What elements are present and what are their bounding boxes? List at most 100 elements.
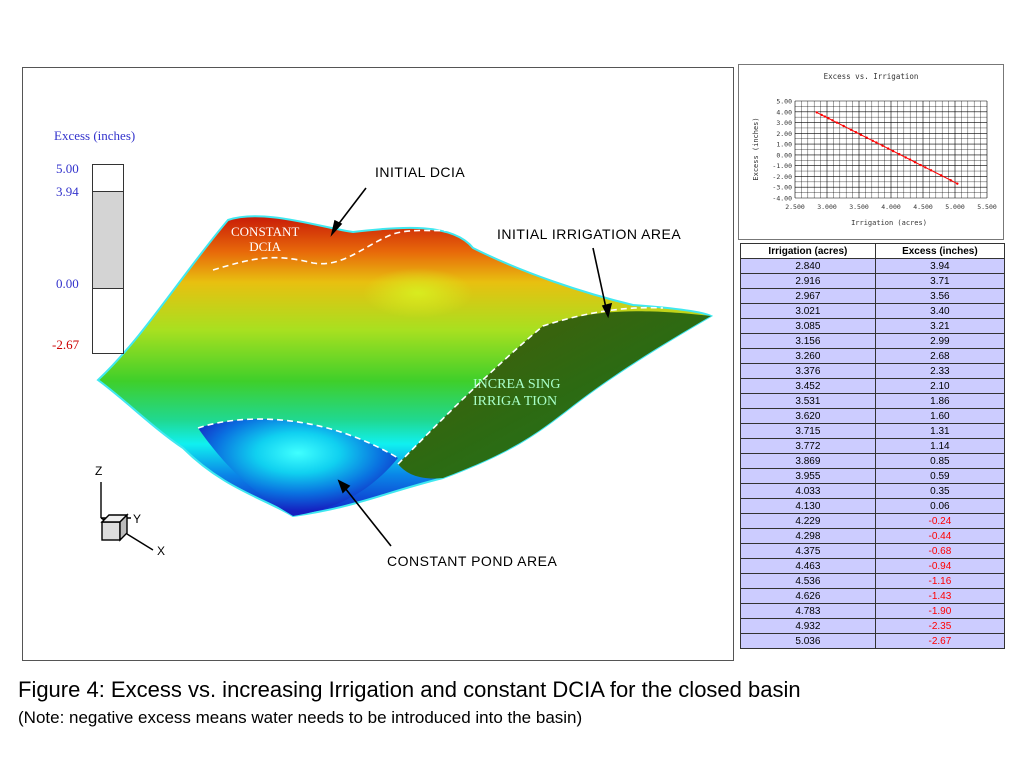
excess-cell: 2.99 bbox=[874, 333, 1006, 349]
initial-dcia-label: INITIAL DCIA bbox=[375, 164, 466, 180]
irrigation-cell: 3.452 bbox=[740, 378, 876, 394]
legend-max-value: 5.00 bbox=[56, 161, 79, 176]
excess-cell: 1.60 bbox=[874, 408, 1006, 424]
irrigation-excess-table: Irrigation (acres) Excess (inches) 2.840… bbox=[740, 243, 1006, 649]
excess-cell: 3.56 bbox=[874, 288, 1006, 304]
irrigation-cell: 2.967 bbox=[740, 288, 876, 304]
axis-x-label: X bbox=[157, 544, 166, 558]
table-row: 2.916 3.71 bbox=[740, 273, 1006, 289]
table-row: 3.869 0.85 bbox=[740, 453, 1006, 469]
surface-plot-panel: Excess (inches) 5.00 3.94 0.00 -2.67 INI… bbox=[22, 67, 734, 661]
mini-data-point bbox=[835, 121, 839, 124]
table-row: 3.620 1.60 bbox=[740, 408, 1006, 424]
mini-data-point bbox=[875, 141, 878, 144]
table-row: 3.715 1.31 bbox=[740, 423, 1006, 439]
excess-cell: -2.35 bbox=[874, 618, 1006, 634]
axis-z-label: Z bbox=[95, 464, 103, 478]
irrigation-cell: 3.260 bbox=[740, 348, 876, 364]
mini-y-tick-label: 1.00 bbox=[776, 141, 792, 149]
mini-data-point bbox=[827, 117, 830, 120]
mini-y-tick-label: -2.00 bbox=[772, 173, 792, 181]
excess-cell: -0.44 bbox=[874, 528, 1006, 544]
mini-data-point bbox=[904, 156, 907, 159]
dcia-boundary bbox=[212, 229, 449, 271]
irrigation-cell: 2.840 bbox=[740, 258, 876, 274]
table-row: 3.531 1.86 bbox=[740, 393, 1006, 409]
table-row: 3.376 2.33 bbox=[740, 363, 1006, 379]
mini-data-point bbox=[820, 113, 823, 117]
excess-cell: 3.94 bbox=[874, 258, 1006, 274]
excess-cell: 2.68 bbox=[874, 348, 1006, 364]
mini-data-point bbox=[854, 131, 858, 134]
constant-dcia-label: CONSTANT DCIA bbox=[231, 224, 299, 254]
increasing-irrigation-line1: INCREA SING bbox=[473, 377, 561, 392]
mini-x-tick-label: 5.000 bbox=[945, 203, 965, 211]
excess-cell: -0.68 bbox=[874, 543, 1006, 559]
excess-cell: 1.86 bbox=[874, 393, 1006, 409]
mini-x-tick-label: 3.500 bbox=[849, 203, 869, 211]
irrigation-cell: 4.033 bbox=[740, 483, 876, 499]
mini-chart-y-ticks: 5.00 4.00 3.00 2.00 1.00 0.00 -1.00 -2.00 -3.00 -… bbox=[772, 98, 792, 203]
mini-chart-title: Excess vs. Irrigation bbox=[824, 72, 919, 81]
irrigation-cell: 3.869 bbox=[740, 453, 876, 469]
mini-chart-series bbox=[815, 111, 959, 185]
irrigation-cell: 3.955 bbox=[740, 468, 876, 484]
mini-y-tick-label: -4.00 bbox=[772, 195, 792, 203]
table-row: 3.021 3.40 bbox=[740, 303, 1006, 319]
mini-data-point bbox=[939, 174, 943, 177]
increasing-irrigation-line2: IRRIGA TION bbox=[473, 394, 558, 409]
excess-cell: 0.06 bbox=[874, 498, 1006, 514]
mini-data-point bbox=[898, 153, 901, 156]
mini-data-point bbox=[891, 149, 895, 153]
legend-title: Excess (inches) bbox=[54, 128, 136, 143]
irrigation-cell: 3.772 bbox=[740, 438, 876, 454]
mini-data-point bbox=[815, 111, 818, 114]
legend-current-line bbox=[93, 190, 123, 192]
mini-x-tick-label: 2.500 bbox=[785, 203, 805, 211]
mini-line-chart: Excess vs. Irrigation 5.00 4.00 3.00 2.00 1.… bbox=[752, 72, 997, 227]
excess-cell: 3.40 bbox=[874, 303, 1006, 319]
irrigation-cell: 2.916 bbox=[740, 273, 876, 289]
constant-pond-arrow bbox=[337, 479, 392, 547]
table-header-irrigation: Irrigation (acres) bbox=[740, 243, 876, 259]
mini-data-point bbox=[831, 119, 834, 122]
irrigation-cell: 3.531 bbox=[740, 393, 876, 409]
table-row: 5.036 -2.67 bbox=[740, 633, 1006, 649]
mini-data-point bbox=[924, 166, 927, 169]
table-row: 3.260 2.68 bbox=[740, 348, 1006, 364]
mini-data-point bbox=[842, 124, 845, 128]
table-row: 4.463 -0.94 bbox=[740, 558, 1006, 574]
figure-note: (Note: negative excess means water needs… bbox=[18, 708, 583, 727]
table-row: 4.536 -1.16 bbox=[740, 573, 1006, 589]
table-row: 4.932 -2.35 bbox=[740, 618, 1006, 634]
mini-chart-xlabel: Irrigation (acres) bbox=[851, 219, 927, 227]
table-row: 3.955 0.59 bbox=[740, 468, 1006, 484]
table-row: 3.452 2.10 bbox=[740, 378, 1006, 394]
mini-x-tick-label: 4.000 bbox=[881, 203, 901, 211]
initial-dcia-arrow bbox=[330, 187, 367, 237]
excess-cell: 1.31 bbox=[874, 423, 1006, 439]
excess-cell: -1.90 bbox=[874, 603, 1006, 619]
table-row: 4.298 -0.44 bbox=[740, 528, 1006, 544]
constant-dcia-line1: CONSTANT bbox=[231, 224, 300, 239]
mini-data-point bbox=[956, 182, 959, 185]
irrigation-cell: 3.021 bbox=[740, 303, 876, 319]
legend-min-value: -2.67 bbox=[52, 337, 80, 352]
table-row: 2.967 3.56 bbox=[740, 288, 1006, 304]
excess-cell: 0.35 bbox=[874, 483, 1006, 499]
surface-highlight bbox=[363, 268, 473, 318]
mini-data-point bbox=[881, 144, 884, 147]
increasing-irrigation-label: INCREA SING IRRIGA TION bbox=[473, 376, 561, 410]
excess-cell: 2.10 bbox=[874, 378, 1006, 394]
table-row: 3.156 2.99 bbox=[740, 333, 1006, 349]
irrigation-cell: 4.626 bbox=[740, 588, 876, 604]
mini-y-tick-label: 4.00 bbox=[776, 108, 792, 116]
mini-data-point bbox=[929, 169, 933, 172]
mini-x-tick-label: 3.000 bbox=[817, 203, 837, 211]
mini-data-point bbox=[913, 161, 917, 164]
constant-dcia-line2: DCIA bbox=[249, 239, 282, 254]
excess-cell: -1.16 bbox=[874, 573, 1006, 589]
irrigation-boundary bbox=[397, 306, 664, 465]
table-row: 4.626 -1.43 bbox=[740, 588, 1006, 604]
irrigation-region bbox=[398, 311, 711, 479]
